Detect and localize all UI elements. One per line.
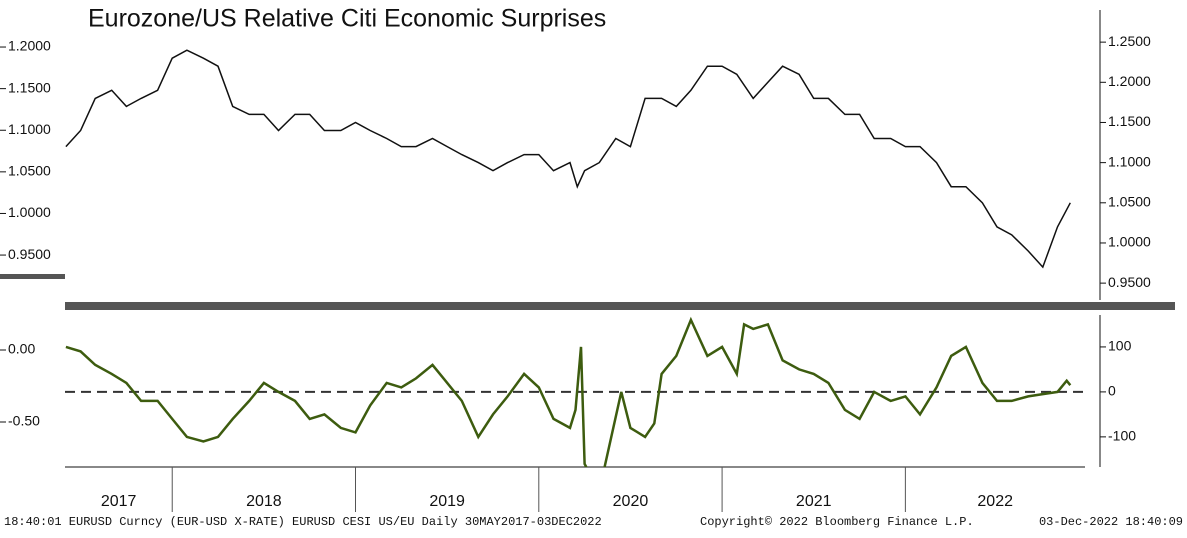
data-line (65, 49, 1071, 269)
panel-divider (65, 302, 1175, 310)
y-tick-label: 1.1500 (8, 79, 51, 95)
x-tick-label: 2020 (613, 493, 649, 510)
chart-title: Eurozone/US Relative Citi Economic Surpr… (88, 5, 606, 33)
y-tick-label: -0.50 (8, 413, 40, 429)
y2-tick-label: -100 (1108, 428, 1136, 444)
y-tick-label: 1.1000 (8, 121, 51, 137)
x-tick-label: 2019 (429, 493, 465, 510)
y-tick-label: 1.0500 (8, 163, 51, 179)
y-tick-label: 1.2000 (8, 38, 51, 54)
footer-right: 03-Dec-2022 18:40:09 (1039, 515, 1183, 529)
data-line (65, 316, 1072, 467)
x-tick-label: 2017 (101, 493, 137, 510)
y2-tick-label: 1.2000 (1108, 73, 1151, 89)
x-tick-label: 2021 (796, 493, 832, 510)
y2-tick-label: 1.1000 (1108, 153, 1151, 169)
panel-edge (0, 274, 65, 279)
y2-tick-label: 0.9500 (1108, 274, 1151, 290)
x-tick-label: 2022 (977, 493, 1013, 510)
y-tick-label: 0.9500 (8, 246, 51, 262)
y2-tick-label: 1.0000 (1108, 234, 1151, 250)
y2-tick-label: 100 (1108, 338, 1132, 354)
y2-tick-label: 1.2500 (1108, 33, 1151, 49)
x-tick-label: 2018 (246, 493, 282, 510)
y-tick-label: 0.00 (8, 341, 35, 357)
footer-middle: Copyright© 2022 Bloomberg Finance L.P. (700, 515, 974, 529)
y2-tick-label: 1.0500 (1108, 194, 1151, 210)
y2-tick-label: 1.1500 (1108, 113, 1151, 129)
y-tick-label: 1.0000 (8, 204, 51, 220)
footer-left: 18:40:01 EURUSD Curncy (EUR-USD X-RATE) … (4, 515, 602, 529)
y2-tick-label: 0 (1108, 383, 1116, 399)
